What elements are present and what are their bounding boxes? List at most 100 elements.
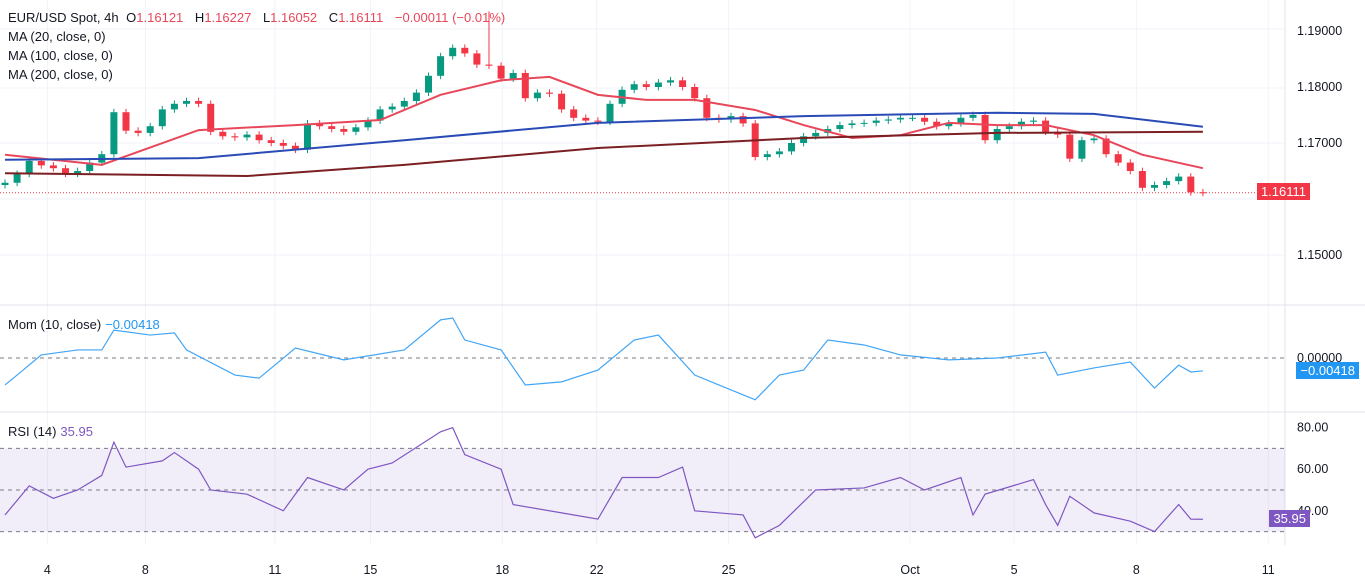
- candle-body: [62, 168, 69, 174]
- candle-body: [691, 87, 699, 99]
- price-tag: 1.16111: [1256, 183, 1310, 200]
- candle-body: [1005, 126, 1013, 129]
- candle-body: [558, 93, 566, 110]
- mom-tick-label: 0.00000: [1297, 351, 1342, 365]
- candle-body: [279, 143, 287, 146]
- candle-body: [1114, 154, 1122, 163]
- candle-body: [800, 136, 808, 143]
- candle-body: [896, 117, 904, 120]
- ma200-legend[interactable]: MA (200, close, 0): [8, 67, 113, 82]
- candle-body: [848, 123, 856, 126]
- ma100-legend[interactable]: MA (100, close, 0): [8, 48, 113, 63]
- ma20-line: [4, 75, 1204, 170]
- candle-body: [170, 103, 178, 110]
- candle-body: [909, 117, 916, 119]
- candle-body: [1090, 138, 1098, 141]
- candle-body: [110, 112, 118, 155]
- mom-value: −0.00418: [105, 317, 160, 332]
- candle-body: [231, 136, 239, 138]
- date-tick-label: 8: [1133, 563, 1140, 577]
- candle-body: [328, 126, 336, 129]
- candle-body: [340, 129, 348, 132]
- candle-body: [255, 134, 263, 141]
- candle-body: [122, 112, 130, 131]
- ma20-legend[interactable]: MA (20, close, 0): [8, 29, 106, 44]
- candle-body: [183, 101, 190, 104]
- date-tick-label: 25: [722, 563, 736, 577]
- candle-body: [134, 130, 142, 133]
- candle-body: [642, 84, 650, 87]
- candle-body: [969, 115, 977, 118]
- rsi-value: 35.95: [60, 424, 93, 439]
- rsi-legend[interactable]: RSI (14) 35.95: [8, 422, 97, 441]
- candle-body: [291, 145, 299, 150]
- candle-body: [219, 131, 227, 137]
- candle-body: [872, 120, 880, 123]
- candle-body: [582, 117, 590, 121]
- candle-body: [521, 73, 529, 99]
- candle-body: [594, 120, 602, 122]
- symbol-title: EUR/USD Spot, 4h: [8, 10, 119, 25]
- candle-body: [473, 53, 481, 65]
- candle-body: [449, 47, 457, 57]
- candle-body: [812, 132, 820, 137]
- candle-body: [679, 80, 687, 87]
- candle-body: [1163, 181, 1171, 185]
- candle-body: [425, 75, 432, 93]
- candle-body: [364, 120, 372, 128]
- rsi-line: [4, 426, 1203, 539]
- candle-body: [1151, 185, 1158, 188]
- candle-body: [921, 117, 929, 122]
- date-tick-label: 22: [590, 563, 604, 577]
- candle-body: [993, 129, 1001, 141]
- candle-body: [763, 154, 771, 157]
- candle-body: [1102, 138, 1110, 155]
- candle-body: [497, 65, 505, 79]
- candle-body: [1030, 120, 1037, 122]
- candle-body: [388, 106, 396, 110]
- candle-body: [352, 127, 360, 132]
- open-label: O1.16121: [126, 10, 184, 25]
- candle-body: [739, 116, 747, 124]
- mom-line: [4, 317, 1203, 401]
- candle-body: [546, 92, 553, 94]
- candle-body: [509, 73, 517, 79]
- candle-body: [158, 109, 166, 127]
- date-tick-label: 11: [268, 563, 281, 577]
- rsi-tick-label: 80.00: [1297, 421, 1328, 435]
- candle-body: [146, 126, 154, 133]
- candle-body: [570, 109, 578, 118]
- date-tick-label: Oct: [900, 563, 920, 577]
- candle-body: [860, 122, 868, 124]
- mom-legend[interactable]: Mom (10, close) −0.00418: [8, 315, 164, 334]
- candle-body: [1175, 176, 1183, 182]
- candle-body: [703, 98, 711, 118]
- date-tick-label: 18: [495, 563, 509, 577]
- candle-body: [667, 80, 674, 83]
- price-tick-label: 1.18000: [1297, 80, 1342, 94]
- candle-body: [304, 123, 311, 150]
- candle-body: [836, 125, 844, 129]
- candle-body: [1187, 176, 1195, 193]
- close-label: C1.16111: [328, 10, 384, 25]
- candle-body: [1017, 121, 1025, 127]
- candle-body: [485, 64, 493, 66]
- candle-body: [775, 151, 783, 155]
- candle-body: [1066, 134, 1074, 159]
- candle-body: [981, 115, 989, 141]
- rsi-tick-label: 60.00: [1297, 462, 1328, 476]
- candle-body: [884, 119, 892, 121]
- ma100-line: [4, 111, 1204, 161]
- price-tick-label: 1.17000: [1297, 136, 1342, 150]
- candle-body: [412, 92, 420, 101]
- candle-body: [49, 165, 57, 169]
- candle-body: [376, 109, 384, 121]
- candle-body: [207, 103, 215, 132]
- date-tick-label: 11: [1262, 563, 1275, 577]
- candle-body: [86, 162, 94, 171]
- candle-body: [74, 171, 82, 174]
- candle-body: [1138, 171, 1146, 188]
- date-tick-label: 4: [44, 563, 51, 577]
- rsi-title: RSI (14): [8, 424, 57, 439]
